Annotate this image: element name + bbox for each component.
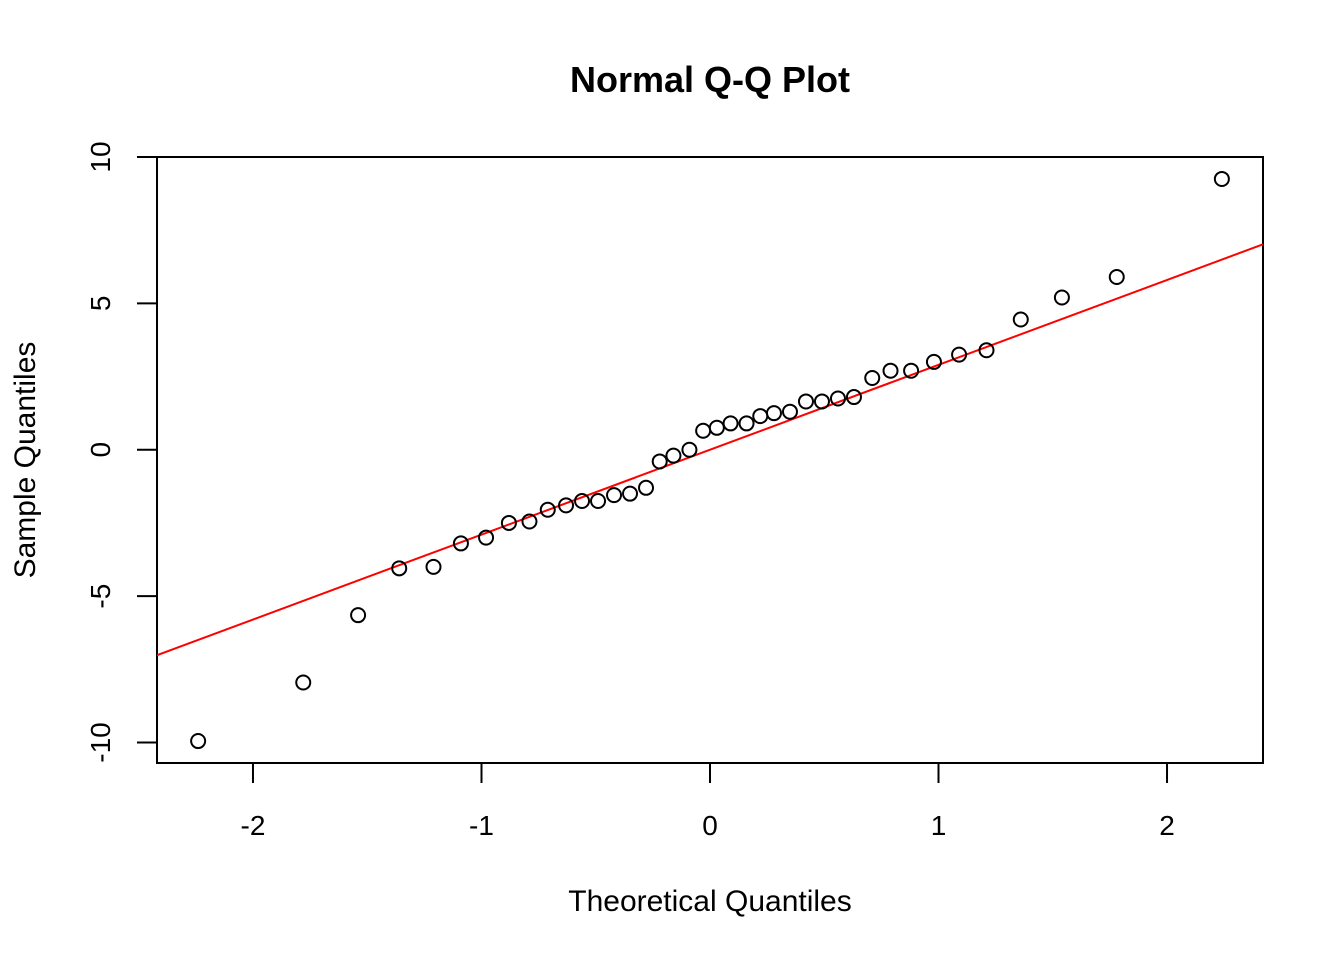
data-point [500,514,517,531]
data-point [558,497,575,514]
x-tick-label: 2 [1159,810,1175,841]
data-point [1108,269,1125,286]
plot-frame [156,156,1264,764]
x-tick-label: 1 [931,810,947,841]
data-point [1213,170,1230,187]
y-tick-label: 0 [85,442,116,458]
data-point [539,501,556,518]
data-point [813,393,830,410]
x-tick-label: -2 [241,810,266,841]
data-point [752,408,769,425]
data-point [925,353,942,370]
data-point [651,453,668,470]
data-point [295,674,312,691]
data-point [638,479,655,496]
data-point [425,558,442,575]
data-point [903,362,920,379]
data-point [695,422,712,439]
x-tick-label: 0 [702,810,718,841]
x-axis-title: Theoretical Quantiles [568,885,851,918]
y-tick-label: 5 [85,296,116,312]
data-point [797,393,814,410]
x-tick-label: -1 [469,810,494,841]
data-point [1012,311,1029,328]
y-tick-label: -10 [85,722,116,762]
data-point [521,513,538,530]
data-point [478,529,495,546]
data-point [765,405,782,422]
reference-line [157,243,1263,657]
data-point [951,346,968,363]
y-tick-label: 10 [85,141,116,172]
data-point [738,415,755,432]
data-point [978,342,995,359]
data-point [452,535,469,552]
data-point [574,492,591,509]
data-point [882,362,899,379]
data-point [708,419,725,436]
data-point [864,370,881,387]
data-point [681,441,698,458]
data-point [606,487,623,504]
data-point [722,415,739,432]
data-point [350,607,367,624]
data-point [845,389,862,406]
data-points [190,170,1230,750]
data-point [665,447,682,464]
data-point [781,403,798,420]
data-point [391,560,408,577]
y-axis: -10 -5 0 5 10 [85,141,158,763]
data-point [190,733,207,750]
data-point [829,390,846,407]
y-axis-title: Sample Quantiles [9,342,42,579]
x-axis: -2 -1 0 1 2 [241,762,1175,841]
data-point [590,492,607,509]
data-point [1053,289,1070,306]
y-tick-label: -5 [85,584,116,609]
data-point [622,485,639,502]
chart-title: Normal Q-Q Plot [570,59,850,100]
